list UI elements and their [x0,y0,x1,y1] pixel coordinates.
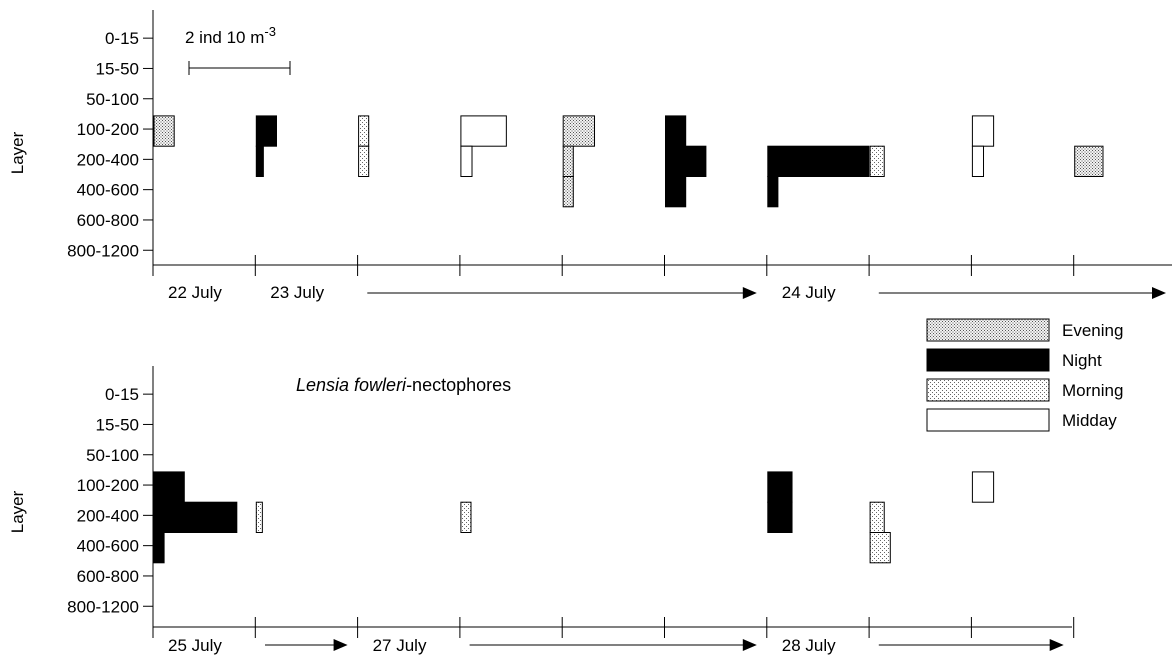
bar-morning-100-200 [358,115,370,147]
bar-night-200-400 [767,501,793,534]
bar-night-100-200 [255,115,277,147]
date-arrow-head [1049,639,1064,651]
bar-evening-400-600 [562,176,574,208]
bar-morning-400-600 [869,532,891,564]
date-label: 27 July [373,636,427,655]
y-tick-label: 50-100 [86,446,139,465]
bar-morning-200-400 [460,501,472,534]
bar-night-200-400 [767,145,870,177]
bar-evening-200-400 [562,145,574,177]
legend-swatch-night [926,348,1050,372]
legend-label-evening: Evening [1062,321,1123,340]
bar-night-200-400 [255,145,264,177]
date-arrow-head [333,639,348,651]
bar-evening-100-200 [562,115,596,147]
y-tick-label: 0-15 [105,385,139,404]
bar-morning-200-400 [358,145,370,177]
legend-label-morning: Morning [1062,381,1123,400]
date-label: 28 July [782,636,836,655]
bar-night-100-200 [665,115,687,147]
bar-night-200-400 [153,501,238,534]
legend-swatch-midday [926,408,1050,432]
bar-midday-100-200 [971,115,995,147]
bar-midday-100-200 [971,471,995,503]
y-tick-label: 800-1200 [67,241,139,260]
y-tick-label: 400-600 [77,537,139,556]
bar-night-100-200 [767,471,793,503]
bar-evening-100-200 [153,115,175,147]
date-arrow-head [742,639,757,651]
y-tick-label: 100-200 [77,476,139,495]
bar-night-400-600 [665,176,687,208]
y-axis-label: Layer [8,490,27,533]
panels: Layer 0-15 15-50 50-100 100-200 200-400 400-60… [8,10,1172,655]
bar-night-400-600 [153,532,165,564]
scale-bar-label: 2 ind 10 m-3 [185,24,276,47]
bar-evening-200-400 [1074,145,1104,177]
chart-title-rest: -nectophores [406,375,511,395]
bar-midday-200-400 [971,145,985,177]
y-tick-label: 100-200 [77,120,139,139]
y-tick-label: 15-50 [96,59,139,78]
date-arrow-head [742,287,757,299]
scale-bar-exponent: -3 [264,24,276,39]
legend: Evening Night Morning Midday [926,318,1123,432]
legend-swatch-morning [926,378,1050,402]
legend-label-midday: Midday [1062,411,1117,430]
date-label: 23 July [270,283,324,302]
chart-title-italic: Lensia fowleri [296,375,407,395]
scale-bar: 2 ind 10 m-3 [185,24,291,75]
y-tick-label: 600-800 [77,211,139,230]
date-label: 25 July [168,636,222,655]
y-tick-label: 15-50 [96,415,139,434]
legend-swatch-evening [926,318,1050,342]
bar-morning-200-400 [869,145,885,177]
panel-1: Layer 0-15 15-50 50-100 100-200 200-400 400-60… [8,10,1172,302]
y-axis-label: Layer [8,131,27,174]
y-tick-label: 800-1200 [67,597,139,616]
bar-night-100-200 [153,471,185,503]
chart-title: Lensia fowleri-nectophores [296,375,511,395]
y-tick-label: 400-600 [77,181,139,200]
y-tick-label: 200-400 [77,150,139,169]
legend-label-night: Night [1062,351,1102,370]
date-label: 22 July [168,283,222,302]
date-label: 24 July [782,283,836,302]
date-arrow-head [1152,287,1166,299]
bar-midday-200-400 [460,145,473,177]
bar-morning-200-400 [869,501,885,534]
panel-2: Layer 0-15 15-50 50-100 100-200 200-400 400-60… [8,366,1075,655]
bar-midday-100-200 [460,115,507,147]
bar-morning-200-400 [255,501,263,534]
bar-night-400-600 [767,176,779,208]
bar-night-200-400 [665,145,707,177]
y-tick-label: 200-400 [77,506,139,525]
y-tick-label: 0-15 [105,29,139,48]
y-tick-label: 50-100 [86,90,139,109]
y-tick-label: 600-800 [77,567,139,586]
